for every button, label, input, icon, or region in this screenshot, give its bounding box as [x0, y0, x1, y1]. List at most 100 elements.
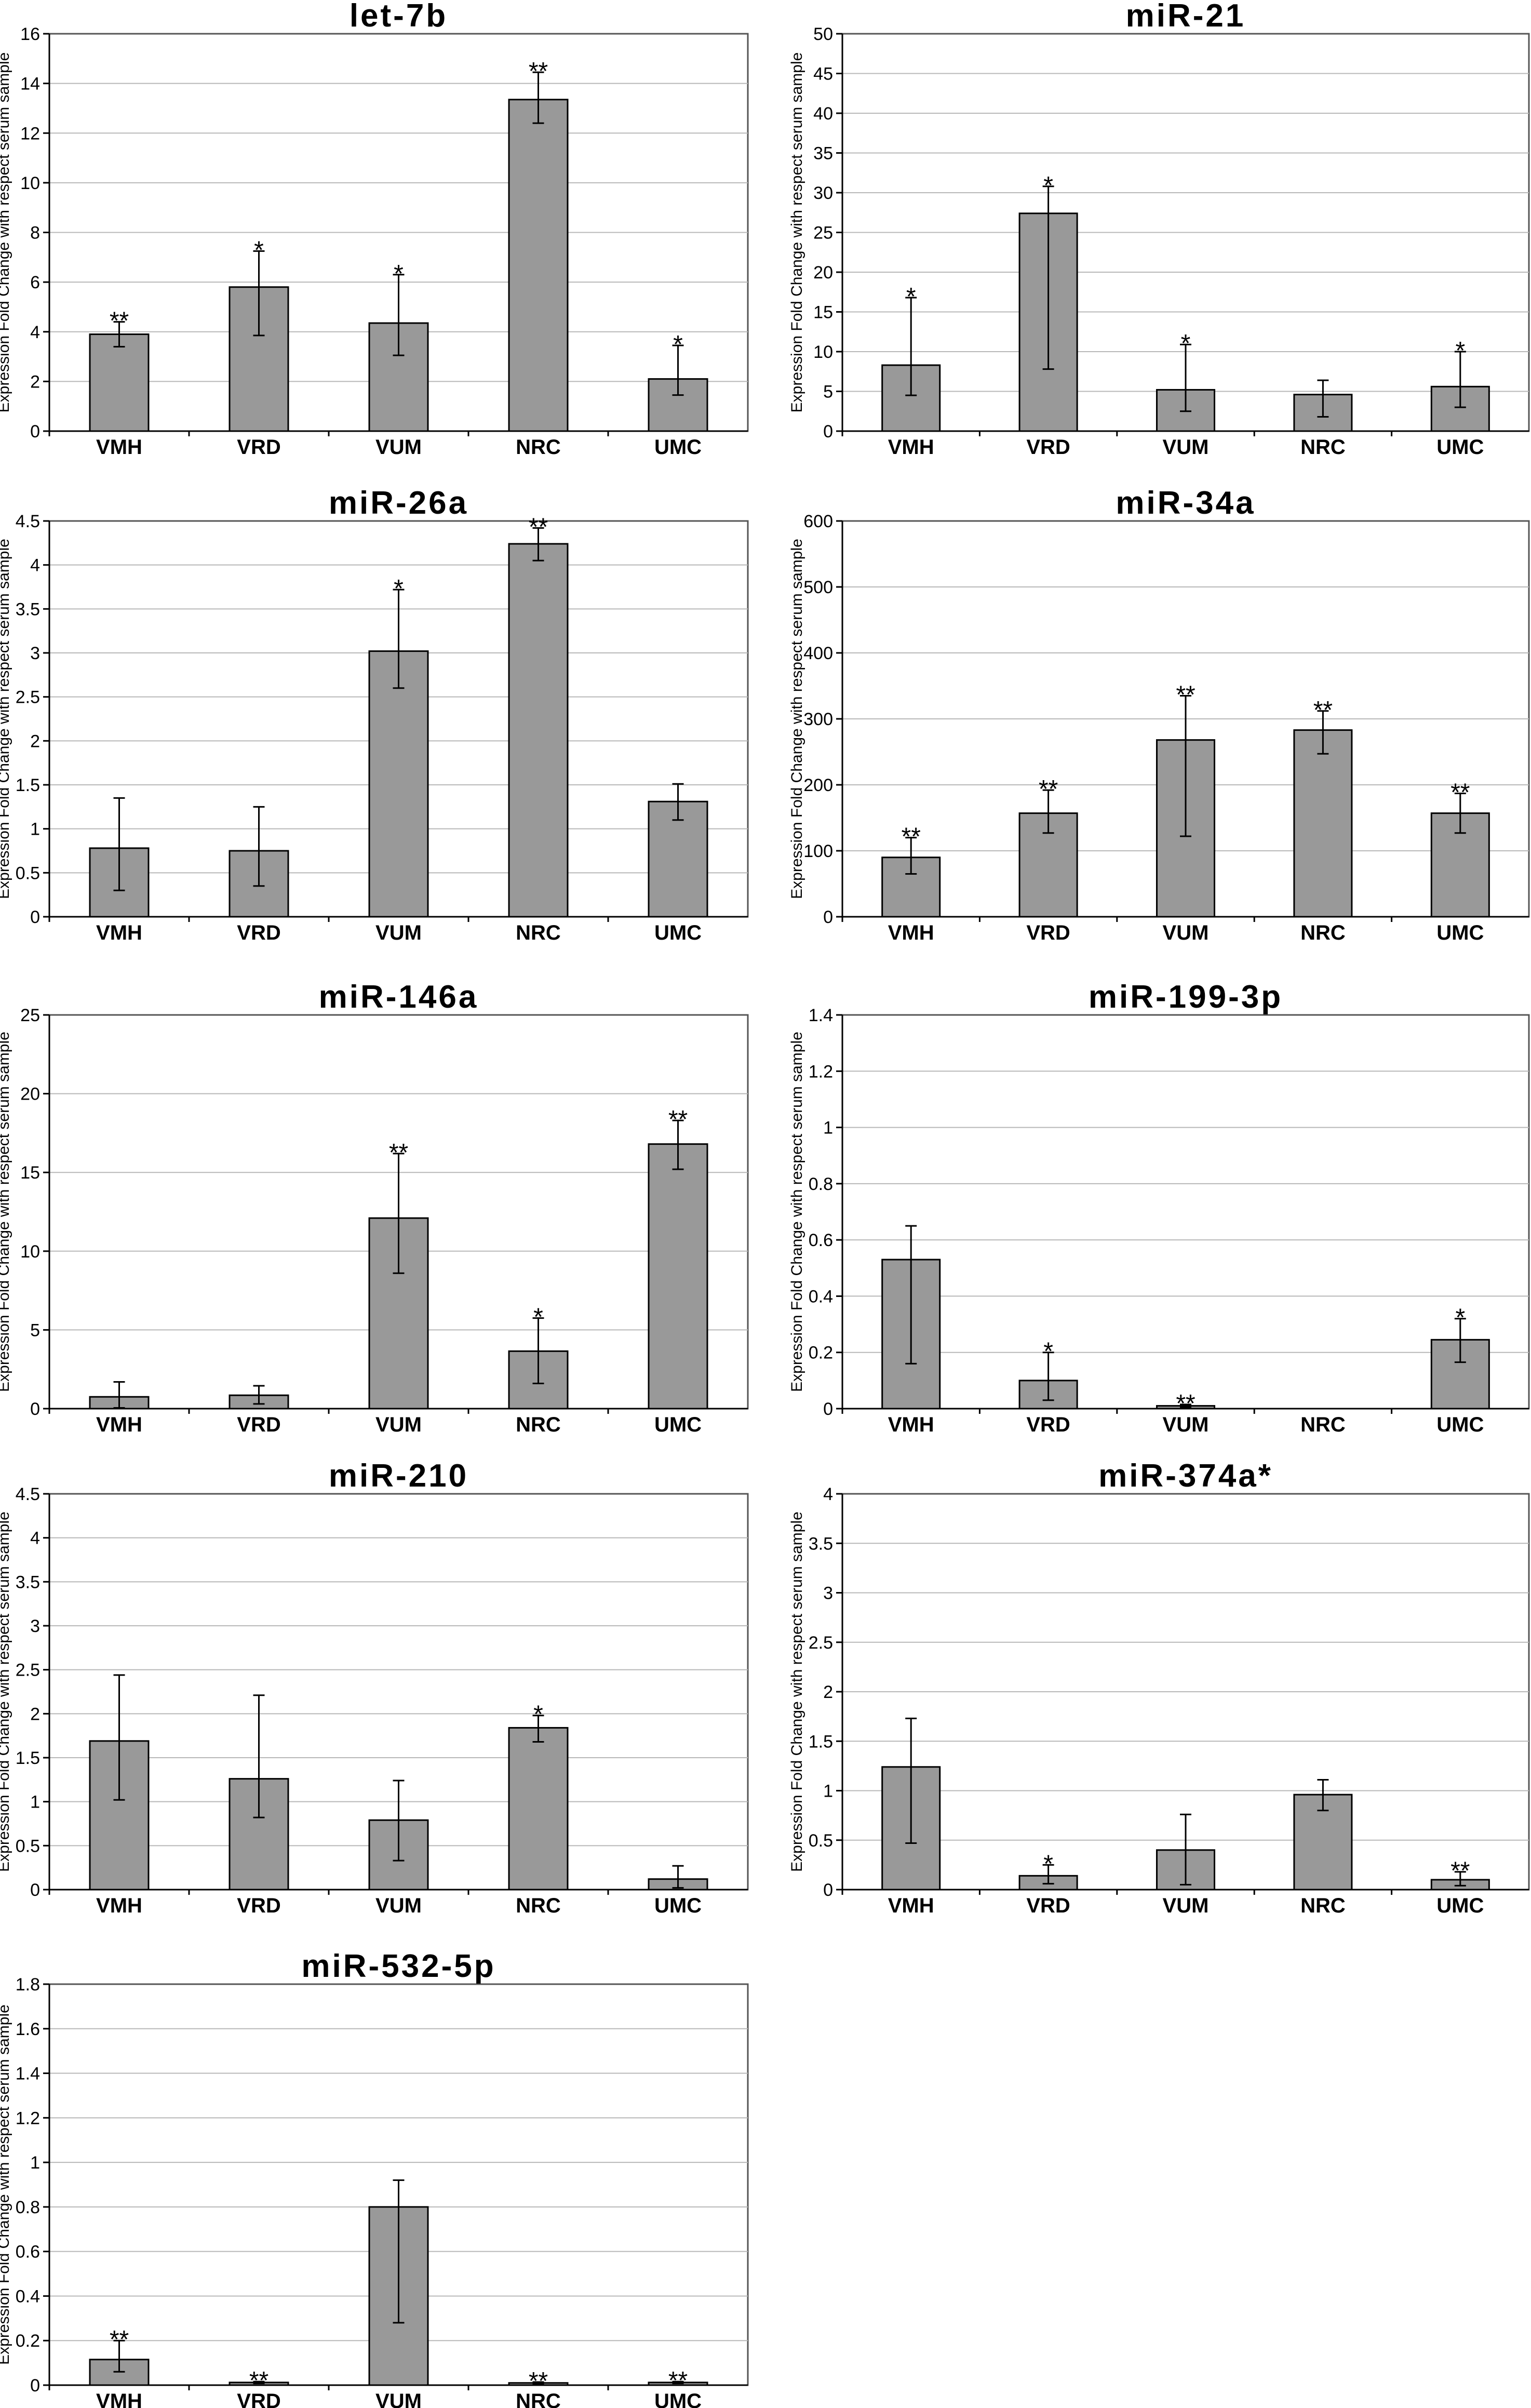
- error-bar-vmh: [905, 1225, 917, 1364]
- significance-mark: *: [1181, 330, 1191, 357]
- y-tick-label: 0.5: [16, 1836, 40, 1856]
- chart-mir-374a: 0 0.5 1 1.5 2 2.5 3 3.5 4 miR-374a* Expression Fol…: [788, 1458, 1530, 1917]
- y-axis-label: Expression Fold Change with respect seru…: [788, 1032, 805, 1392]
- error-bar-vum: [393, 588, 405, 689]
- error-bar-vum: [393, 1153, 405, 1274]
- x-tick-label: VMH: [888, 436, 934, 459]
- bar-vum: [368, 650, 429, 918]
- y-axis-label: Expression Fold Change with respect seru…: [788, 52, 805, 413]
- x-tick-label: VMH: [96, 436, 142, 459]
- x-tick-label: NRC: [1300, 921, 1346, 944]
- y-axis-label: Expression Fold Change with respect seru…: [788, 539, 805, 899]
- error-bar-vrd: [1042, 185, 1054, 370]
- x-tick-label: VUM: [1163, 1413, 1209, 1436]
- chart-mir-146a: 0 5 10 15 20 25 miR-146a Expression Fold Change…: [0, 979, 749, 1436]
- chart-mir-199-3p: 0 0.2 0.4 0.6 0.8 1 1.2 1.4 miR-199-3p Expression…: [788, 979, 1530, 1436]
- y-tick-label: 20: [813, 263, 833, 283]
- x-tick-label: UMC: [1436, 1413, 1484, 1436]
- x-tick-label: NRC: [516, 921, 561, 944]
- error-bar-vrd: [253, 806, 265, 887]
- error-bar-vmh: [905, 837, 917, 875]
- x-tick-label: UMC: [1436, 436, 1484, 459]
- chart-title: miR-26a: [329, 485, 468, 521]
- error-bar-umc: [672, 1119, 684, 1170]
- chart-title: miR-210: [329, 1458, 468, 1494]
- significance-mark: *: [394, 575, 404, 603]
- y-tick-label: 20: [20, 1085, 40, 1104]
- chart-mir-26a: 0 0.5 1 1.5 2 2.5 3 3.5 4 4.5 miR-26a Expression Fo…: [0, 485, 749, 944]
- x-tick-label: VRD: [237, 1413, 280, 1436]
- error-bar-nrc: [532, 71, 544, 124]
- y-tick-label: 0.4: [16, 2286, 40, 2306]
- chart-title: miR-21: [1126, 0, 1246, 34]
- significance-mark: **: [529, 58, 548, 85]
- chart-title: miR-374a*: [1098, 1458, 1273, 1494]
- y-tick-label: 10: [20, 1242, 40, 1262]
- y-tick-label: 2: [823, 1682, 833, 1702]
- error-bar-vum: [393, 274, 405, 356]
- y-tick-label: 8: [30, 223, 40, 243]
- error-bar-umc: [1454, 793, 1466, 834]
- y-tick-label: 15: [813, 303, 833, 323]
- y-tick-label: 1.6: [16, 2019, 40, 2039]
- error-bar-umc: [1454, 1318, 1466, 1363]
- error-bar-nrc: [532, 2381, 544, 2385]
- chart-title: miR-34a: [1116, 485, 1255, 521]
- y-tick-label: 1.2: [16, 2108, 40, 2128]
- x-tick-label: VUM: [1163, 921, 1209, 944]
- error-bar-nrc: [1317, 379, 1329, 418]
- error-bar-umc: [1454, 351, 1466, 408]
- significance-mark: **: [668, 1106, 688, 1133]
- x-tick-label: VRD: [1026, 1413, 1070, 1436]
- significance-mark: **: [1176, 681, 1195, 709]
- chart-title: miR-532-5p: [301, 1948, 495, 1984]
- x-tick-label: NRC: [1300, 436, 1346, 459]
- significance-mark: *: [1455, 337, 1465, 365]
- error-bar-vrd: [253, 2380, 265, 2385]
- error-bar-vmh: [113, 2339, 125, 2373]
- error-bar-vmh: [905, 1717, 917, 1844]
- y-tick-label: 500: [803, 578, 833, 597]
- y-tick-label: 1.2: [809, 1062, 833, 1081]
- y-tick-label: 0.2: [16, 2331, 40, 2351]
- x-tick-label: VRD: [1026, 436, 1070, 459]
- y-tick-label: 3.5: [16, 1572, 40, 1592]
- significance-mark: **: [1176, 1390, 1195, 1417]
- error-bar-umc: [672, 344, 684, 396]
- x-tick-label: VRD: [237, 1894, 280, 1917]
- significance-mark: **: [1451, 779, 1470, 807]
- error-bar-vum: [393, 1780, 405, 1862]
- y-tick-label: 25: [20, 1006, 40, 1025]
- y-tick-label: 6: [30, 273, 40, 292]
- y-tick-label: 4: [30, 323, 40, 342]
- error-bar-nrc: [532, 527, 544, 561]
- x-tick-label: NRC: [516, 436, 561, 459]
- significance-mark: *: [1043, 172, 1053, 199]
- error-bar-vmh: [113, 1381, 125, 1409]
- x-tick-label: VRD: [1026, 921, 1070, 944]
- x-tick-label: NRC: [516, 2390, 561, 2408]
- y-tick-label: 400: [803, 644, 833, 663]
- x-tick-label: VRD: [237, 921, 280, 944]
- x-tick-label: NRC: [516, 1413, 561, 1436]
- significance-mark: *: [533, 1701, 543, 1729]
- significance-mark: **: [902, 823, 921, 851]
- error-bar-vum: [1180, 1813, 1191, 1885]
- y-tick-label: 0.5: [809, 1831, 833, 1851]
- y-tick-label: 0.6: [809, 1230, 833, 1250]
- y-axis-label: Expression Fold Change with respect seru…: [0, 2004, 12, 2365]
- y-tick-label: 1: [823, 1118, 833, 1138]
- significance-mark: **: [1313, 697, 1333, 724]
- significance-mark: **: [1039, 775, 1058, 803]
- chart-title: miR-199-3p: [1089, 979, 1283, 1015]
- y-tick-label: 4: [30, 556, 40, 576]
- error-bar-vum: [393, 2179, 405, 2324]
- y-tick-label: 0: [30, 2376, 40, 2396]
- y-tick-label: 10: [813, 342, 833, 362]
- x-tick-label: VUM: [375, 1413, 422, 1436]
- error-bar-umc: [672, 2380, 684, 2385]
- error-bar-vrd: [1042, 789, 1054, 834]
- significance-mark: **: [529, 514, 548, 541]
- chart-let-7b: 0 2 4 6 8 10 12 14 16 let-7b Expression Fold Chang…: [0, 0, 749, 459]
